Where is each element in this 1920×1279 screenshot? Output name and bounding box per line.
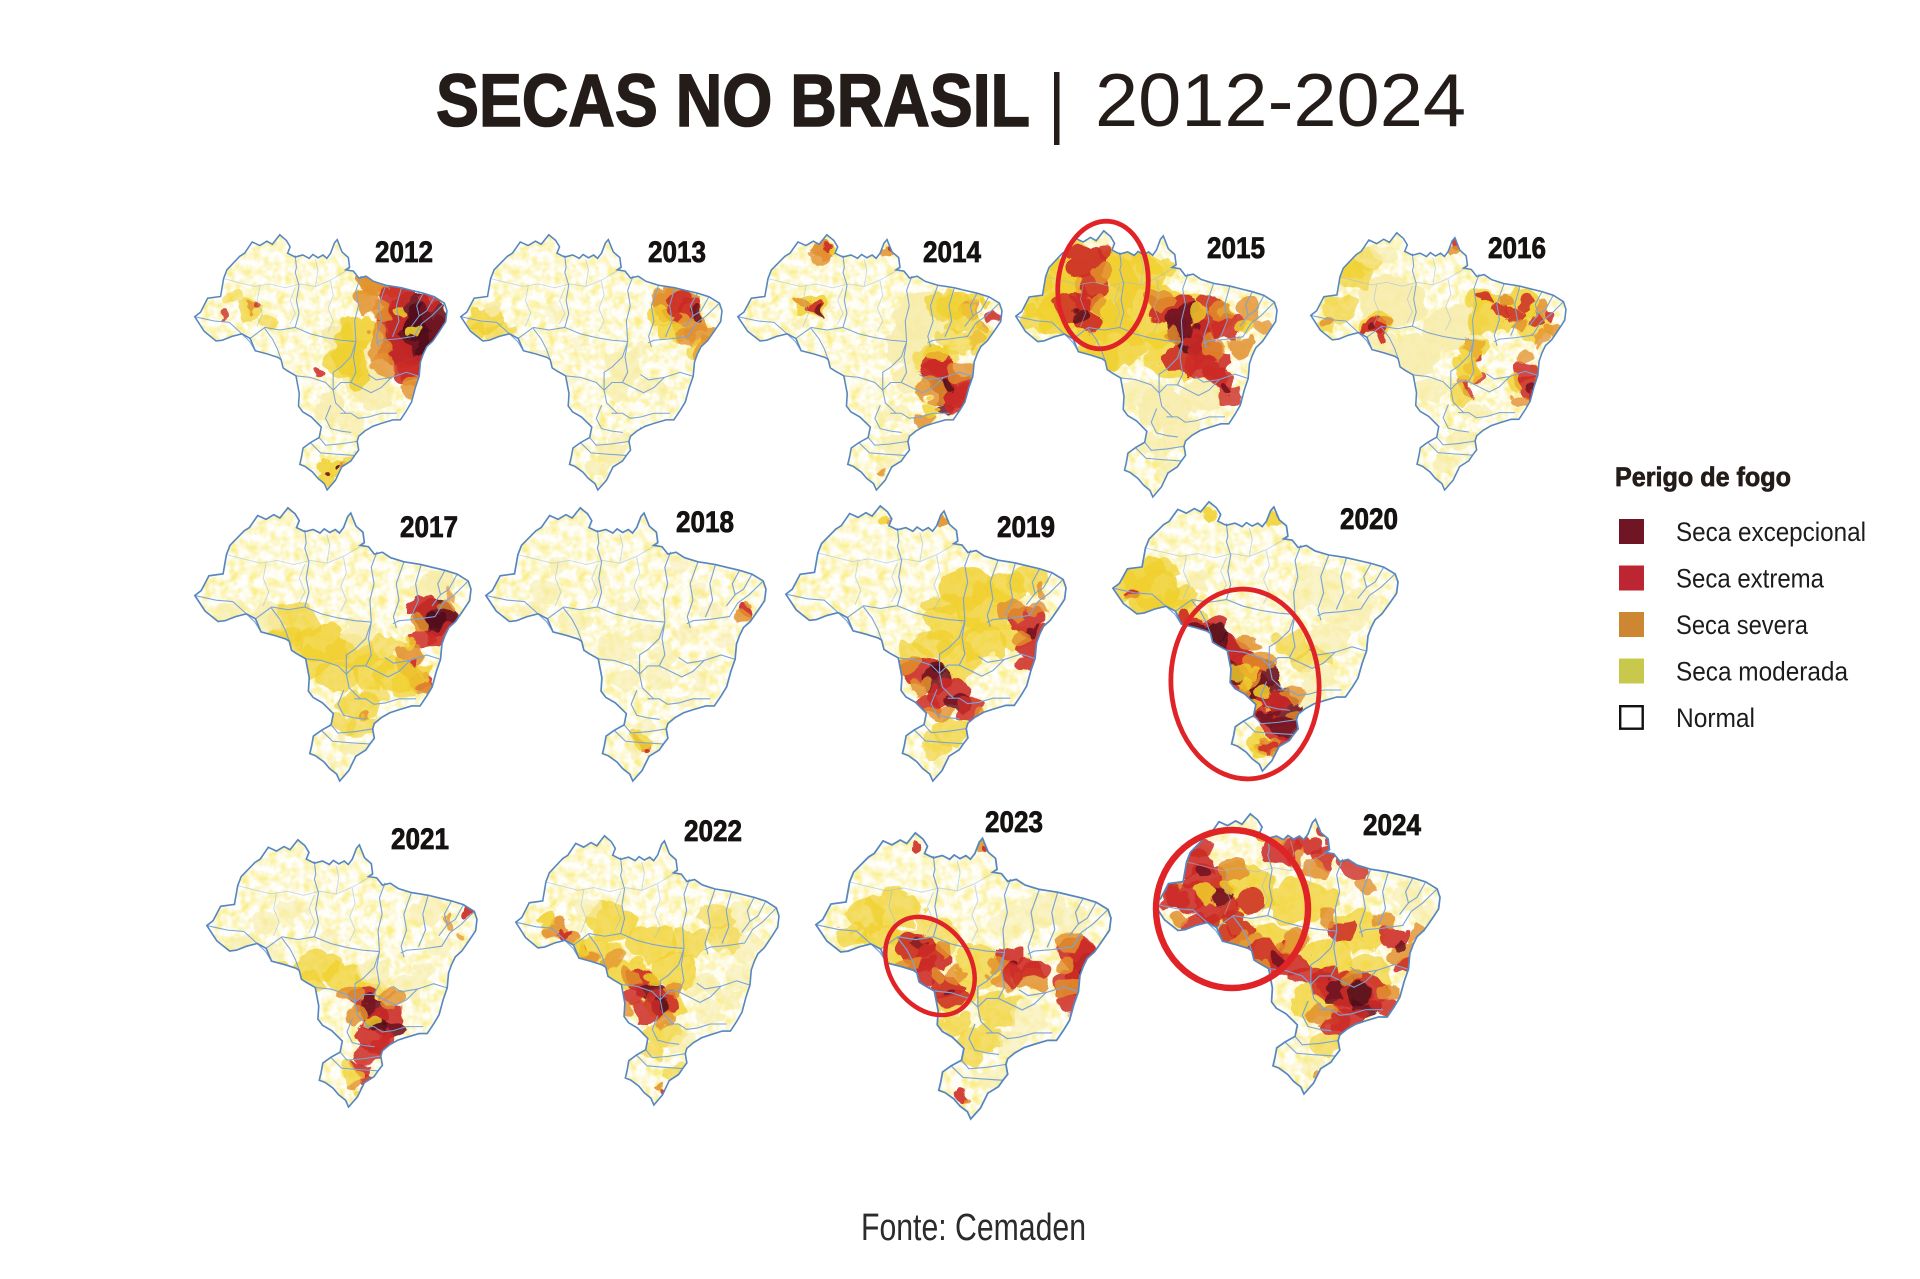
- svg-text:2022: 2022: [684, 815, 742, 848]
- svg-text:2012-2024: 2012-2024: [1095, 58, 1466, 142]
- svg-text:2017: 2017: [400, 511, 458, 544]
- svg-text:2013: 2013: [648, 236, 706, 269]
- svg-text:2012: 2012: [375, 236, 433, 269]
- svg-text:Seca moderada: Seca moderada: [1676, 657, 1849, 687]
- svg-text:2014: 2014: [923, 236, 981, 269]
- svg-text:Seca excepcional: Seca excepcional: [1676, 517, 1866, 547]
- svg-text:2015: 2015: [1207, 232, 1265, 265]
- svg-text:2021: 2021: [391, 823, 449, 856]
- svg-text:SECAS NO BRASIL: SECAS NO BRASIL: [436, 59, 1030, 142]
- svg-text:Normal: Normal: [1676, 703, 1755, 733]
- svg-text:Seca extrema: Seca extrema: [1676, 564, 1825, 594]
- svg-text:Perigo de fogo: Perigo de fogo: [1615, 462, 1791, 492]
- svg-text:2016: 2016: [1488, 232, 1546, 265]
- svg-text:Fonte: Cemaden: Fonte: Cemaden: [861, 1207, 1086, 1249]
- svg-text:2018: 2018: [676, 506, 734, 539]
- svg-text:2024: 2024: [1363, 809, 1421, 842]
- svg-text:2019: 2019: [997, 511, 1055, 544]
- svg-text:Seca severa: Seca severa: [1676, 610, 1809, 640]
- svg-text:2020: 2020: [1340, 503, 1398, 536]
- svg-text:2023: 2023: [985, 806, 1043, 839]
